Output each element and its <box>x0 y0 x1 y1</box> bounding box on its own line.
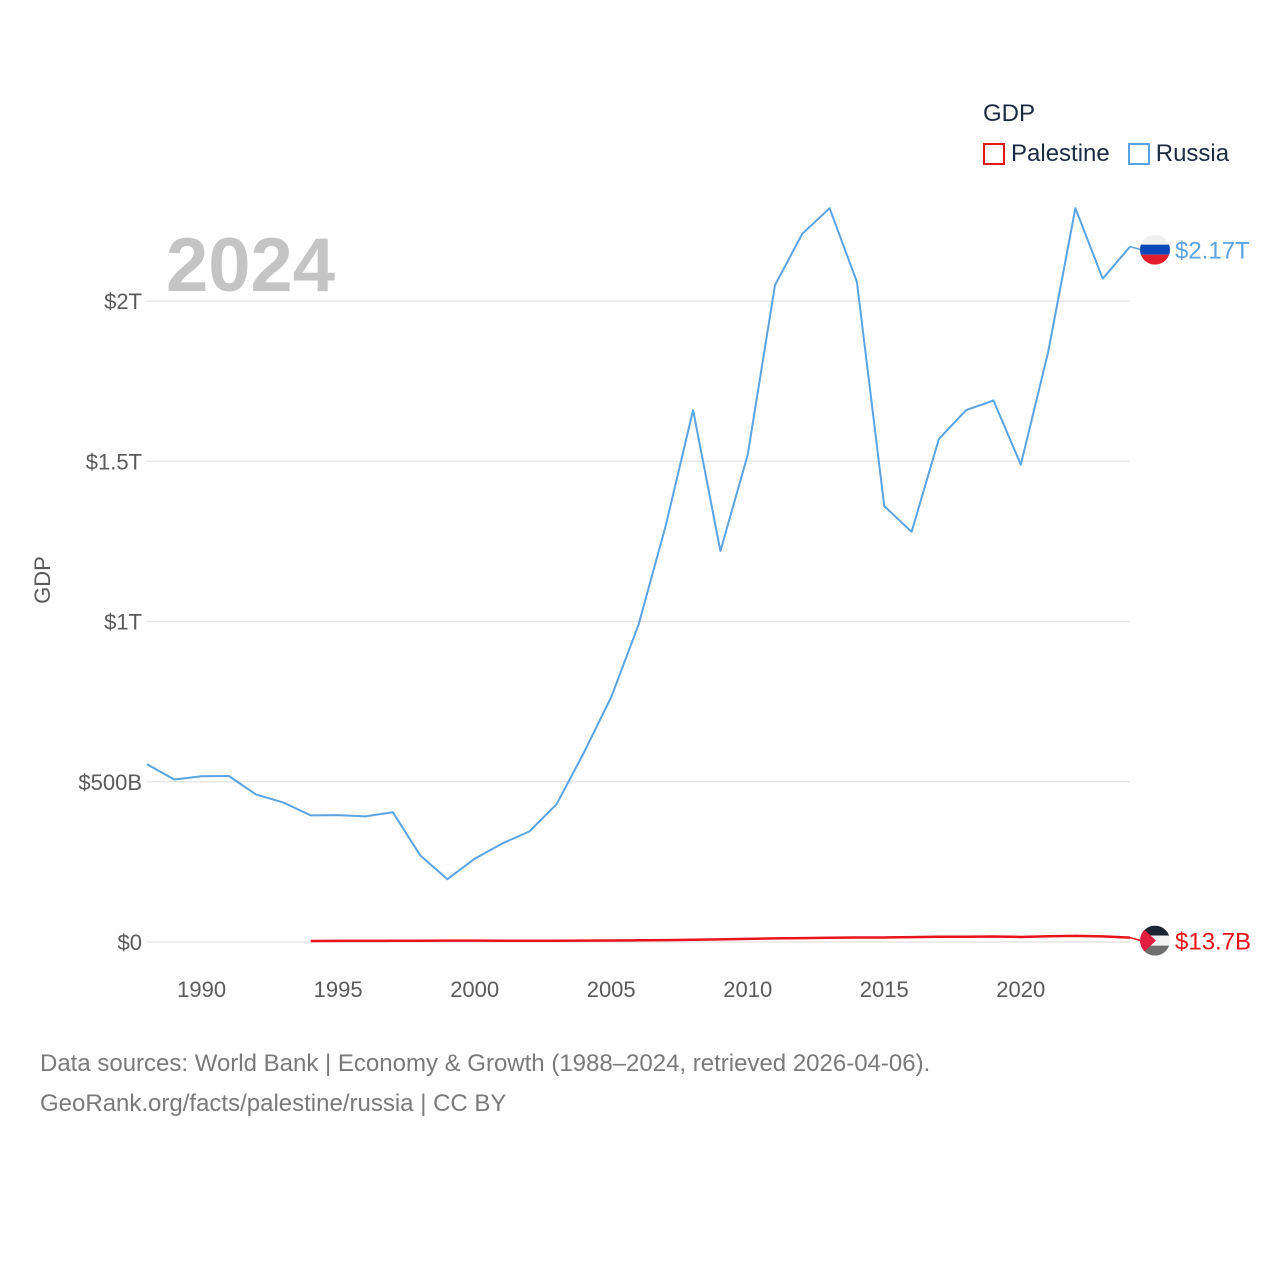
y-axis-title: GDP <box>30 556 55 604</box>
endpoint-connector-palestine <box>1129 936 1142 942</box>
x-tick-label-4: 2010 <box>723 977 772 1002</box>
legend-item-palestine[interactable]: Palestine <box>983 140 1110 168</box>
legend-item-russia[interactable]: Russia <box>1127 140 1230 168</box>
y-tick-label-1: $500B <box>78 770 142 795</box>
x-tick-label-6: 2020 <box>996 977 1045 1002</box>
current-year-label: 2024 <box>166 223 336 308</box>
y-tick-label-2: $1T <box>104 610 142 635</box>
legend-title: GDP <box>983 100 1036 127</box>
legend-label-palestine: Palestine <box>1011 140 1110 167</box>
legend: GDP Palestine Russia <box>983 100 1229 168</box>
x-tick-label-2: 2000 <box>450 977 499 1002</box>
y-tick-label-4: $2T <box>104 289 142 314</box>
y-axis-ticks: $0 $500B $1T $1.5T $2T <box>78 289 142 955</box>
x-tick-label-3: 2005 <box>587 977 636 1002</box>
y-tick-label-3: $1.5T <box>86 449 142 474</box>
russia-flag-icon <box>1140 234 1170 265</box>
data-sources-text: Data sources: World Bank | Economy & Gro… <box>40 1050 931 1077</box>
series-endpoints: $13.7B $2.17T <box>1129 234 1251 956</box>
footer: Data sources: World Bank | Economy & Gro… <box>40 1044 930 1124</box>
legend-swatch-palestine <box>983 143 1005 165</box>
series-line-palestine <box>310 934 1131 943</box>
legend-swatch-russia <box>1127 143 1150 165</box>
y-tick-label-0: $0 <box>118 930 142 955</box>
x-axis-ticks: 1990 1995 2000 2005 2010 2015 2020 <box>177 977 1045 1002</box>
x-tick-label-1: 1995 <box>314 977 363 1002</box>
x-tick-label-0: 1990 <box>177 977 226 1002</box>
source-link-text[interactable]: GeoRank.org/facts/palestine/russia | CC … <box>40 1090 507 1117</box>
endpoint-connector-russia <box>1129 245 1142 251</box>
x-tick-label-5: 2015 <box>860 977 909 1002</box>
series-layer <box>146 207 1131 943</box>
end-value-label-palestine: $13.7B <box>1175 929 1251 956</box>
end-value-label-russia: $2.17T <box>1175 238 1250 265</box>
legend-label-russia: Russia <box>1155 140 1230 167</box>
series-line-russia <box>146 207 1131 881</box>
palestine-flag-icon <box>1140 925 1170 956</box>
